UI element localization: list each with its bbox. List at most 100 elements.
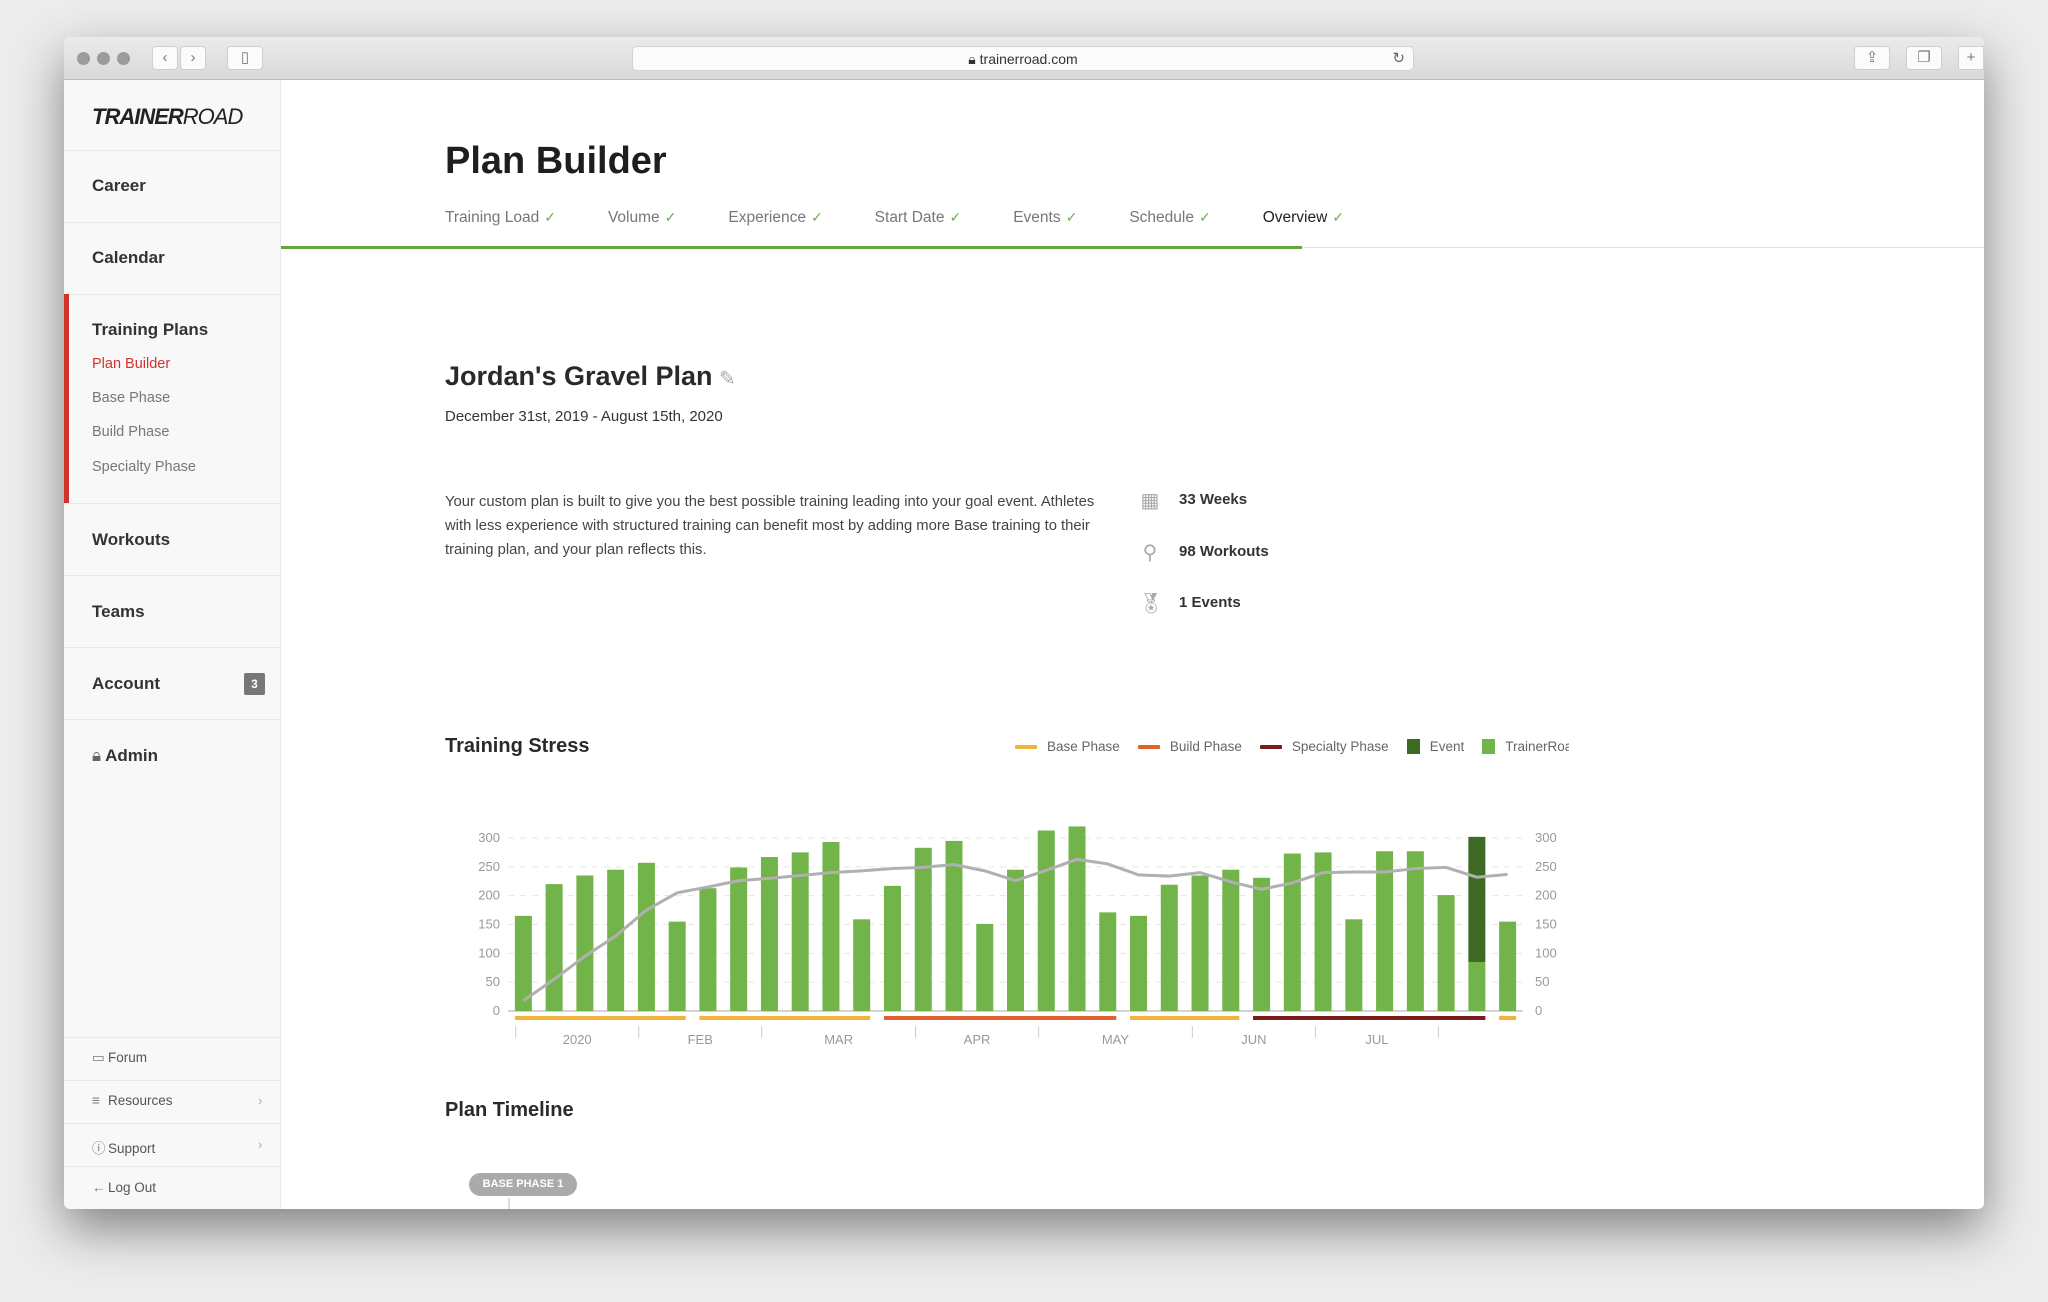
phase-bar: [1499, 1016, 1517, 1020]
sidebar-item-calendar[interactable]: Calendar: [92, 248, 165, 267]
tab-schedule[interactable]: Schedule ✓: [1129, 209, 1211, 226]
workout-bar: [1037, 830, 1055, 1011]
bike-icon: ⚲: [1142, 542, 1158, 564]
y-tick-label-right: 300: [1535, 830, 1557, 845]
back-icon[interactable]: ‹: [152, 46, 178, 70]
reload-icon[interactable]: ↻: [1392, 50, 1405, 67]
step-progress-bar: [281, 246, 1302, 249]
y-tick-label-right: 100: [1535, 945, 1557, 960]
y-tick-label-right: 50: [1535, 974, 1549, 989]
legend-swatch: [1406, 739, 1420, 754]
y-tick-label-left: 100: [478, 945, 500, 960]
minimize-window-button[interactable]: [97, 52, 110, 65]
forward-icon[interactable]: ›: [180, 46, 206, 70]
browser-toolbar: ‹ › ▯ 🔒︎ trainerroad.com ↻ ⇪ ❐ +: [64, 37, 1984, 80]
trainerroad-logo[interactable]: TRAINERROAD: [92, 104, 243, 129]
workout-bar: [760, 857, 778, 1011]
workout-bar: [791, 852, 809, 1011]
stat-workouts: 98 Workouts: [1179, 543, 1269, 560]
workout-bar: [1376, 851, 1394, 1011]
tab-volume[interactable]: Volume ✓: [607, 209, 677, 226]
workout-bar: [1222, 869, 1240, 1011]
sidebar-footer-resources[interactable]: ≡ Resources: [92, 1093, 173, 1108]
sidebar-subitem-plan-builder[interactable]: Plan Builder: [92, 356, 171, 372]
workout-bar: [1130, 915, 1148, 1011]
chevron-right-icon: ›: [258, 1137, 263, 1152]
share-icon[interactable]: ⇪: [1854, 46, 1890, 70]
workout-bar: [637, 862, 655, 1011]
legend-swatch: [1259, 744, 1282, 749]
plan-name: Jordan's Gravel Plan: [445, 361, 713, 391]
legend-item[interactable]: Event: [1406, 739, 1464, 754]
sidebar-footer-support[interactable]: ⓘ Support: [92, 1137, 155, 1157]
legend-swatch: [1137, 744, 1160, 749]
check-icon: ✓: [664, 209, 677, 225]
workout-bar: [1468, 961, 1486, 1011]
workout-bar: [1314, 852, 1332, 1011]
x-tick-label: JUL: [1365, 1032, 1388, 1047]
event-bar: [1468, 836, 1486, 962]
x-tick-label: APR: [964, 1032, 991, 1047]
x-tick-label: FEB: [688, 1032, 713, 1047]
workout-bar: [883, 885, 901, 1011]
y-tick-label-right: 250: [1535, 859, 1557, 874]
y-tick-label-right: 150: [1535, 917, 1557, 932]
tab-overview[interactable]: Overview ✓: [1262, 209, 1345, 226]
new-tab-icon[interactable]: +: [1958, 46, 1984, 70]
arrow-left-icon: ←: [92, 1180, 106, 1195]
sidebar-footer-logout[interactable]: ← Log Out: [92, 1180, 157, 1195]
close-window-button[interactable]: [77, 52, 90, 65]
tabs-icon[interactable]: ❐: [1906, 46, 1942, 70]
phase-bar: [514, 1016, 686, 1020]
phase-pill[interactable]: BASE PHASE 1: [469, 1173, 577, 1196]
sidebar-footer-forum[interactable]: ▭ Forum: [92, 1050, 148, 1065]
sidebar-subitem-build-phase[interactable]: Build Phase: [92, 424, 170, 440]
page-title: Plan Builder: [445, 140, 667, 182]
workout-bar: [853, 919, 871, 1011]
stat-events: 1 Events: [1179, 594, 1241, 611]
tab-start-date[interactable]: Start Date ✓: [874, 209, 962, 226]
sidebar-subitem-base-phase[interactable]: Base Phase: [92, 390, 171, 406]
workout-bar: [1437, 895, 1455, 1011]
workout-bar: [1499, 921, 1517, 1011]
y-tick-label-left: 50: [486, 974, 500, 989]
workout-bar: [1406, 851, 1424, 1011]
workout-bar: [1345, 919, 1363, 1011]
tab-events[interactable]: Events ✓: [1013, 209, 1078, 226]
x-tick-label: MAY: [1102, 1032, 1130, 1047]
sidebar-item-career[interactable]: Career: [92, 176, 146, 195]
tab-experience[interactable]: Experience ✓: [728, 209, 823, 226]
workout-bar: [945, 840, 963, 1011]
address-bar[interactable]: 🔒︎ trainerroad.com ↻: [632, 46, 1414, 71]
sidebar-item-account[interactable]: Account: [92, 674, 160, 693]
lock-icon: 🔒︎: [968, 51, 976, 67]
zoom-window-button[interactable]: [117, 52, 130, 65]
workout-bar: [1160, 884, 1178, 1011]
check-icon: ✓: [544, 209, 556, 225]
tab-training-load[interactable]: Training Load ✓: [445, 209, 556, 226]
sidebar-toggle-icon[interactable]: ▯: [227, 46, 263, 70]
lock-icon: 🔒︎: [92, 746, 102, 765]
legend-item[interactable]: Base Phase: [1015, 739, 1120, 754]
workout-bar: [1191, 875, 1209, 1011]
y-tick-label-right: 200: [1535, 888, 1557, 903]
browser-window: ‹ › ▯ 🔒︎ trainerroad.com ↻ ⇪ ❐ + TRAINERR…: [64, 37, 1984, 1209]
y-tick-label-left: 0: [493, 1003, 500, 1018]
y-tick-label-left: 150: [478, 917, 500, 932]
sidebar-subitem-specialty-phase[interactable]: Specialty Phase: [92, 459, 196, 475]
legend-item[interactable]: TrainerRoad: [1482, 739, 1569, 754]
sidebar-item-training-plans[interactable]: Training Plans: [92, 320, 209, 339]
workout-bar: [545, 884, 563, 1011]
y-tick-label-left: 200: [478, 888, 500, 903]
sidebar-item-teams[interactable]: Teams: [92, 602, 145, 621]
workout-bar: [514, 915, 532, 1011]
chevron-right-icon: ›: [258, 1093, 263, 1108]
sidebar-item-admin[interactable]: 🔒︎ Admin: [92, 746, 159, 765]
legend-item[interactable]: Build Phase: [1137, 739, 1242, 754]
workout-bar: [1099, 912, 1117, 1011]
medal-icon: 🏅︎: [1138, 593, 1164, 615]
legend-item[interactable]: Specialty Phase: [1259, 739, 1389, 754]
sidebar-item-workouts[interactable]: Workouts: [92, 530, 171, 549]
phase-bar: [883, 1016, 1117, 1020]
edit-pencil-icon[interactable]: ✎: [719, 368, 736, 390]
